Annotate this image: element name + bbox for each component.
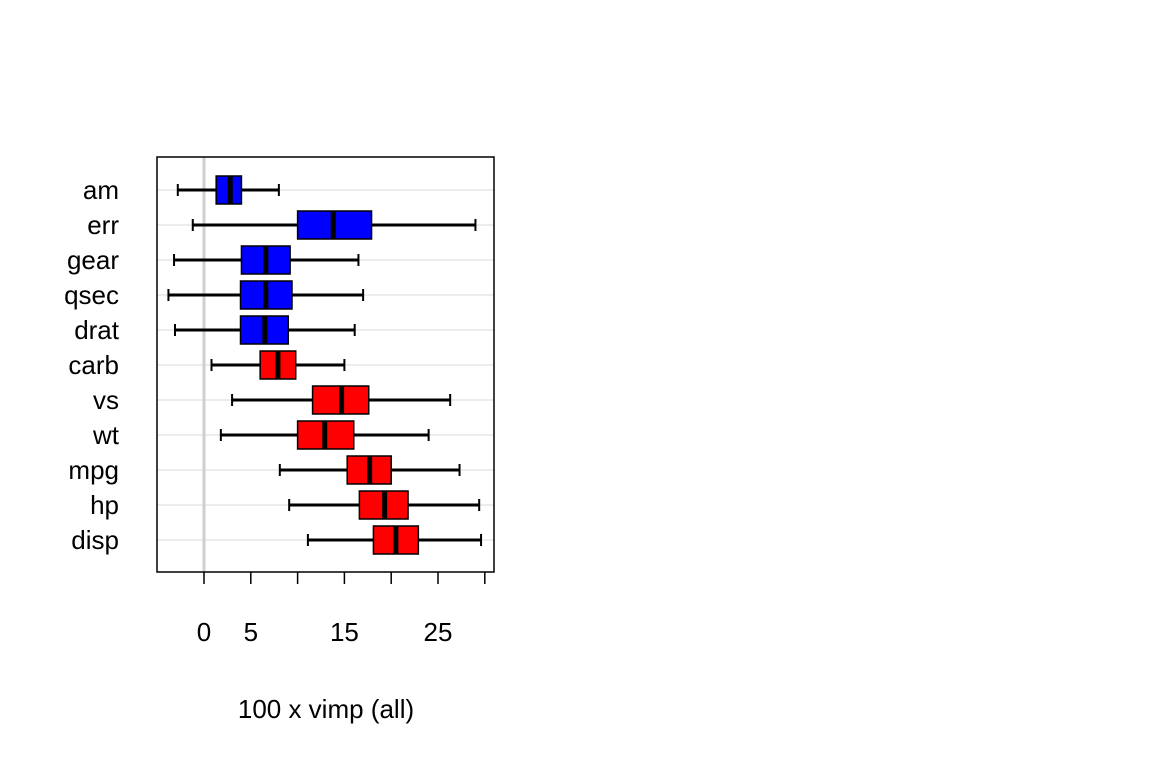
y-label-qsec: qsec [64,280,119,310]
plot-frame [156,156,495,573]
x-axis: 0 5 15 25 [197,572,486,647]
x-tick-label: 5 [244,617,258,647]
boxplot-carb [210,350,346,380]
boxplot-mpg [278,455,461,485]
y-label-carb: carb [68,350,119,380]
boxplot-err [191,210,477,240]
y-axis-labels: am err gear qsec drat carb vs wt mpg hp disp [64,175,120,555]
y-label-mpg: mpg [68,455,119,485]
x-tick-label: 0 [197,617,211,647]
y-label-disp: disp [71,525,119,555]
boxplot-qsec [167,280,365,310]
boxplot-vs [231,385,452,415]
y-label-gear: gear [67,245,119,275]
boxplot-gear [173,245,360,275]
x-tick-label: 15 [330,617,359,647]
boxplot-drat [173,315,356,345]
boxplots [167,175,483,555]
x-axis-label: 100 x vimp (all) [238,694,414,724]
y-label-drat: drat [74,315,120,345]
y-label-wt: wt [92,420,120,450]
y-label-hp: hp [90,490,119,520]
y-label-am: am [83,175,119,205]
boxplot-disp [306,525,483,555]
y-label-err: err [87,210,119,240]
x-tick-label: 25 [424,617,453,647]
boxplot-am [176,175,280,205]
boxplot-hp [288,490,481,520]
y-label-vs: vs [93,385,119,415]
boxplot-wt [219,420,430,450]
